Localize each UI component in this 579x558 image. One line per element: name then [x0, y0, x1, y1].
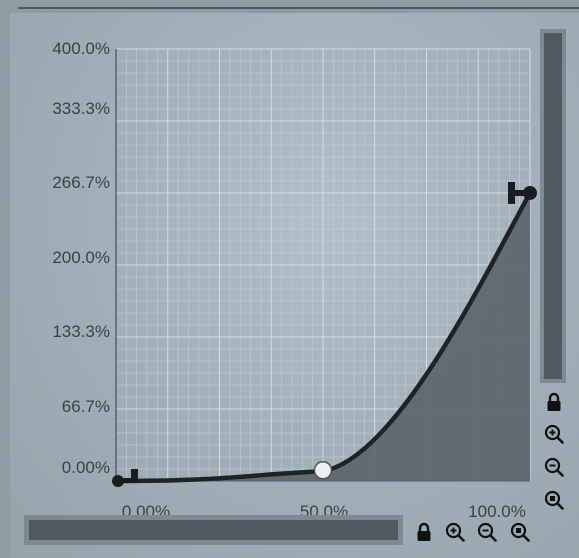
lock-icon[interactable] [413, 521, 435, 543]
y-tick-label: 200.0% [52, 248, 110, 267]
curve-editor-panel: 400.0% 333.3% 266.7% 200.0% 133.3% 66.7%… [10, 13, 579, 558]
curve-graph[interactable] [10, 13, 579, 558]
zoom-in-icon[interactable] [543, 423, 565, 445]
curve-line[interactable] [113, 190, 533, 484]
zoom-out-icon[interactable] [543, 456, 565, 478]
zoom-out-icon[interactable] [476, 521, 498, 543]
zoom-in-icon[interactable] [444, 521, 466, 543]
curve-area-fill [116, 192, 530, 482]
y-tick-label: 0.00% [61, 458, 110, 477]
vertical-scrollbar-thumb[interactable] [544, 33, 562, 379]
end-point-handle[interactable] [508, 181, 537, 204]
y-tick-label: 333.3% [52, 99, 110, 118]
midpoint-handle[interactable] [313, 461, 333, 480]
y-tick-label: 266.7% [52, 173, 110, 192]
start-point-handle[interactable] [112, 469, 138, 487]
y-tick-label: 133.3% [52, 322, 110, 341]
y-tick-label: 400.0% [52, 39, 110, 58]
x-tick-label: 100.0% [468, 502, 526, 521]
top-divider [18, 7, 579, 9]
y-tick-label: 66.7% [61, 397, 110, 416]
zoom-reset-icon[interactable] [543, 489, 565, 511]
zoom-reset-icon[interactable] [509, 521, 531, 543]
lock-icon[interactable] [543, 391, 565, 413]
horizontal-scrollbar-thumb[interactable] [29, 520, 398, 540]
